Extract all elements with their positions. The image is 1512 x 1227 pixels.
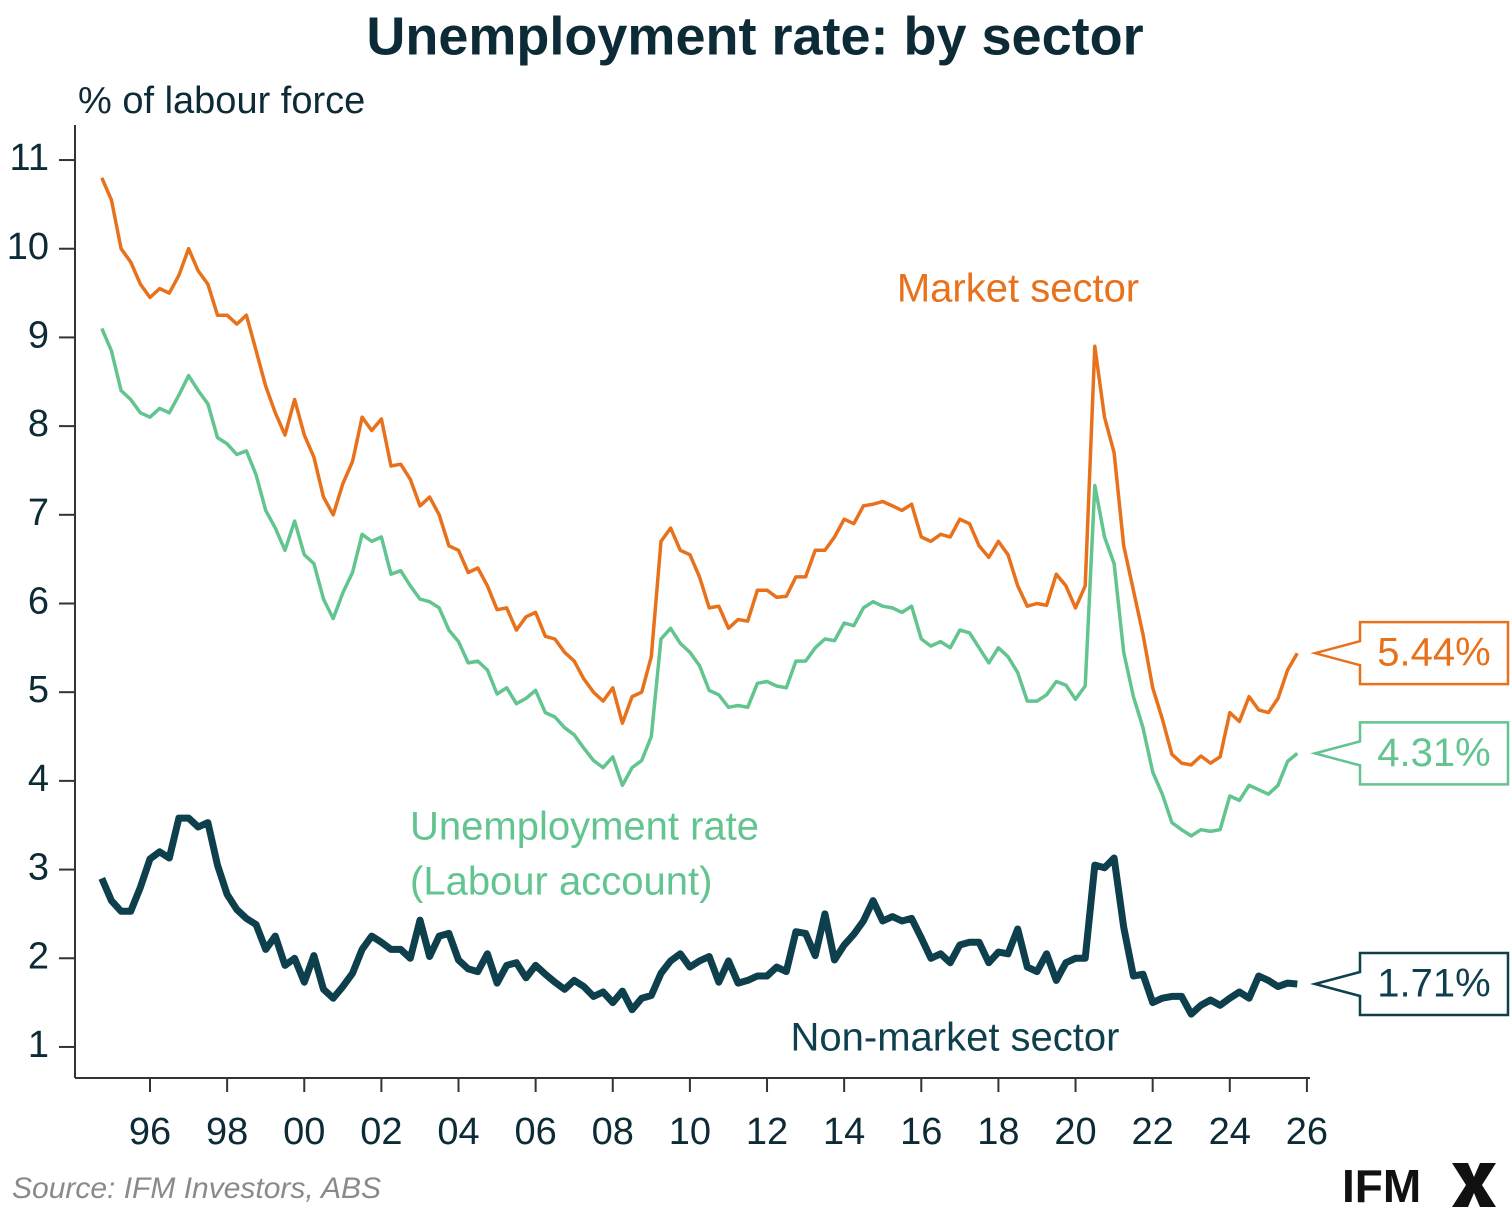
y-tick-label: 10 — [7, 226, 49, 268]
series-label: Market sector — [897, 267, 1139, 311]
y-tick-label: 9 — [28, 314, 49, 356]
end-label: 1.71% — [1377, 962, 1490, 1006]
y-tick-label: 2 — [28, 935, 49, 977]
x-tick-label: 20 — [1054, 1111, 1096, 1153]
end-label: 5.44% — [1377, 631, 1490, 675]
x-tick-label: 08 — [592, 1111, 634, 1153]
logo-shape — [1452, 1163, 1496, 1207]
x-tick-label: 96 — [129, 1111, 171, 1153]
series-label: (Labour account) — [410, 860, 712, 904]
y-tick-label: 5 — [28, 669, 49, 711]
x-tick-label: 24 — [1209, 1111, 1251, 1153]
y-tick-label: 6 — [28, 581, 49, 623]
x-tick-label: 18 — [977, 1111, 1019, 1153]
end-callout — [1310, 721, 1510, 786]
series-label: Unemployment rate — [410, 805, 759, 849]
logo-text: IFM — [1342, 1160, 1421, 1212]
x-tick-label: 12 — [746, 1111, 788, 1153]
y-tick-label: 3 — [28, 847, 49, 889]
y-tick-label: 1 — [28, 1024, 49, 1066]
logo-icon — [1452, 1163, 1496, 1207]
x-tick-label: 14 — [823, 1111, 865, 1153]
x-tick-label: 26 — [1286, 1111, 1328, 1153]
y-tick-label: 8 — [28, 403, 49, 445]
x-tick-label: 22 — [1132, 1111, 1174, 1153]
series-line — [98, 814, 1298, 1018]
x-tick-label: 02 — [360, 1111, 402, 1153]
y-tick-label: 11 — [10, 137, 49, 179]
end-label: 4.31% — [1377, 731, 1490, 775]
series-line — [100, 327, 1299, 838]
y-tick-label: 7 — [28, 492, 49, 534]
series-line — [100, 177, 1299, 767]
source: Source: IFM Investors, ABS — [12, 1172, 381, 1205]
x-tick-label: 06 — [515, 1111, 557, 1153]
y-axis-label: % of labour force — [78, 80, 365, 122]
end-callout — [1310, 951, 1510, 1017]
x-tick-label: 98 — [206, 1111, 248, 1153]
end-callout — [1310, 620, 1510, 686]
chart-title: Unemployment rate: by sector — [366, 6, 1143, 66]
series-label: Non-market sector — [791, 1016, 1120, 1060]
y-tick-label: 4 — [28, 758, 49, 800]
x-tick-label: 16 — [900, 1111, 942, 1153]
x-tick-label: 04 — [437, 1111, 479, 1153]
x-tick-label: 00 — [283, 1111, 325, 1153]
x-tick-label: 10 — [669, 1111, 711, 1153]
